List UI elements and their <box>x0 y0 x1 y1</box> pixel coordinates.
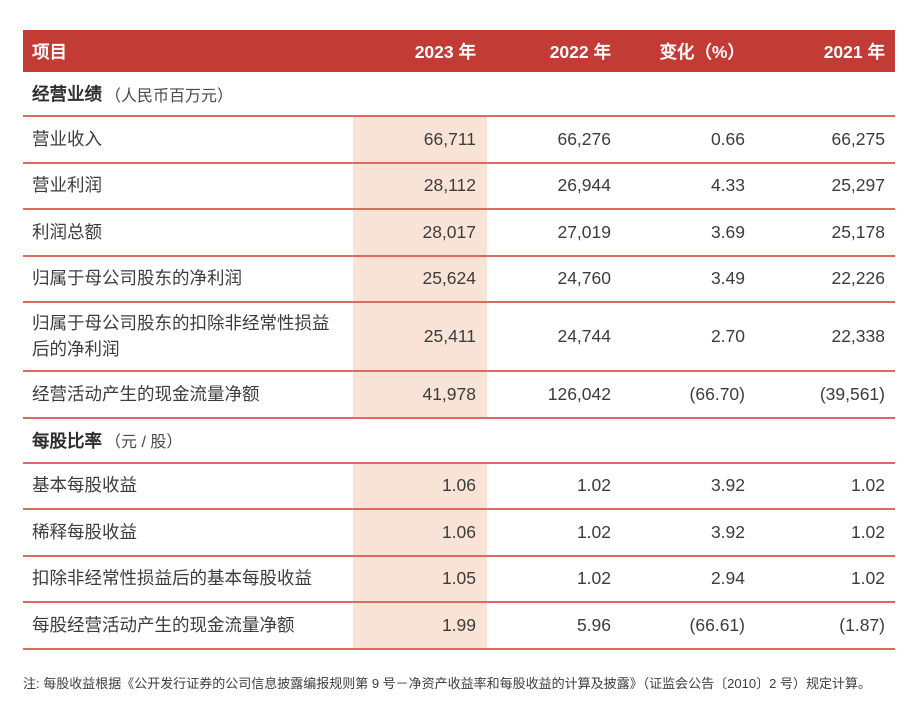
col-header-change: 变化（%） <box>659 41 745 62</box>
row-label: 营业收入 <box>32 128 102 149</box>
cell-2021: 66,275 <box>831 128 885 149</box>
row-label: 基本每股收益 <box>32 475 137 496</box>
cell-2021: 22,226 <box>831 268 885 289</box>
cell-2021: 22,338 <box>831 326 885 346</box>
cell-2023: 41,978 <box>353 372 487 417</box>
table-row: 经营活动产生的现金流量净额 41,978 126,042 (66.70) (39… <box>23 372 895 419</box>
cell-2021: 1.02 <box>850 521 885 542</box>
cell-change: 2.94 <box>710 568 745 589</box>
row-label: 经营活动产生的现金流量净额 <box>32 383 260 404</box>
row-label: 营业利润 <box>32 175 102 196</box>
cell-change: 0.66 <box>710 128 745 149</box>
table-row: 扣除非经常性损益后的基本每股收益 1.05 1.02 2.94 1.02 <box>23 556 895 603</box>
section-row-operating-results: 经营业绩 （人民币百万元） <box>23 72 895 117</box>
cell-2023: 1.99 <box>353 603 487 648</box>
row-label: 归属于母公司股东的扣除非经常性损益后的净利润 <box>32 313 330 359</box>
cell-2021: 25,297 <box>831 175 885 196</box>
cell-2022: 27,019 <box>557 221 611 242</box>
financial-highlights-table: 项目 2023 年 2022 年 变化（%） 2021 年 经营业绩 （人民币百… <box>23 30 895 650</box>
section-title: 每股比率 <box>32 430 102 451</box>
table-row: 营业收入 66,711 66,276 0.66 66,275 <box>23 117 895 164</box>
table-header-row: 项目 2023 年 2022 年 变化（%） 2021 年 <box>23 30 895 72</box>
cell-2023: 28,112 <box>353 163 487 208</box>
cell-2021: 1.02 <box>850 568 885 589</box>
cell-2023: 1.06 <box>353 463 487 508</box>
cell-change: 3.69 <box>710 221 745 242</box>
col-header-2022: 2022 年 <box>549 41 611 62</box>
row-label: 稀释每股收益 <box>32 521 137 542</box>
cell-2023: 66,711 <box>353 117 487 162</box>
table-row: 营业利润 28,112 26,944 4.33 25,297 <box>23 163 895 210</box>
cell-2023: 28,017 <box>353 210 487 255</box>
cell-2022: 24,744 <box>557 326 611 346</box>
col-header-item: 项目 <box>32 41 67 62</box>
cell-change: 2.70 <box>710 326 745 346</box>
section-unit: （元 / 股） <box>105 434 183 451</box>
table-row: 归属于母公司股东的净利润 25,624 24,760 3.49 22,226 <box>23 256 895 303</box>
cell-2022: 126,042 <box>547 383 611 404</box>
section-unit: （人民币百万元） <box>105 87 234 105</box>
cell-change: 4.33 <box>710 175 745 196</box>
cell-2022: 1.02 <box>576 475 611 496</box>
cell-2022: 24,760 <box>557 268 611 289</box>
table-row: 归属于母公司股东的扣除非经常性损益后的净利润 25,411 24,744 2.7… <box>23 303 895 372</box>
footnote: 注: 每股收益根据《公开发行证券的公司信息披露编报规则第 9 号－净资产收益率和… <box>23 676 871 691</box>
col-header-2021: 2021 年 <box>823 41 885 62</box>
cell-2021: (39,561) <box>819 383 885 404</box>
cell-2022: 1.02 <box>576 521 611 542</box>
row-label: 扣除非经常性损益后的基本每股收益 <box>32 568 312 589</box>
section-row-per-share-ratios: 每股比率 （元 / 股） <box>23 419 895 464</box>
table-row: 每股经营活动产生的现金流量净额 1.99 5.96 (66.61) (1.87) <box>23 603 895 650</box>
cell-change: 3.92 <box>710 521 745 542</box>
cell-2023: 1.05 <box>353 556 487 601</box>
table-row: 基本每股收益 1.06 1.02 3.92 1.02 <box>23 463 895 510</box>
row-label: 每股经营活动产生的现金流量净额 <box>32 614 295 635</box>
table-row: 稀释每股收益 1.06 1.02 3.92 1.02 <box>23 510 895 557</box>
cell-2023: 25,624 <box>353 256 487 301</box>
table-row: 利润总额 28,017 27,019 3.69 25,178 <box>23 210 895 257</box>
col-header-2023: 2023 年 <box>414 41 476 62</box>
cell-2023: 25,411 <box>353 303 487 370</box>
cell-2021: 25,178 <box>831 221 885 242</box>
cell-2022: 1.02 <box>576 568 611 589</box>
row-label: 归属于母公司股东的净利润 <box>32 268 242 289</box>
section-title: 经营业绩 <box>32 84 102 104</box>
cell-change: 3.49 <box>710 268 745 289</box>
cell-2021: (1.87) <box>839 614 885 635</box>
row-label: 利润总额 <box>32 221 102 242</box>
cell-2022: 5.96 <box>576 614 611 635</box>
cell-2022: 66,276 <box>557 128 611 149</box>
cell-2021: 1.02 <box>850 475 885 496</box>
cell-change: (66.70) <box>689 383 745 404</box>
cell-2022: 26,944 <box>557 175 611 196</box>
cell-change: (66.61) <box>689 614 745 635</box>
cell-change: 3.92 <box>710 475 745 496</box>
cell-2023: 1.06 <box>353 510 487 555</box>
